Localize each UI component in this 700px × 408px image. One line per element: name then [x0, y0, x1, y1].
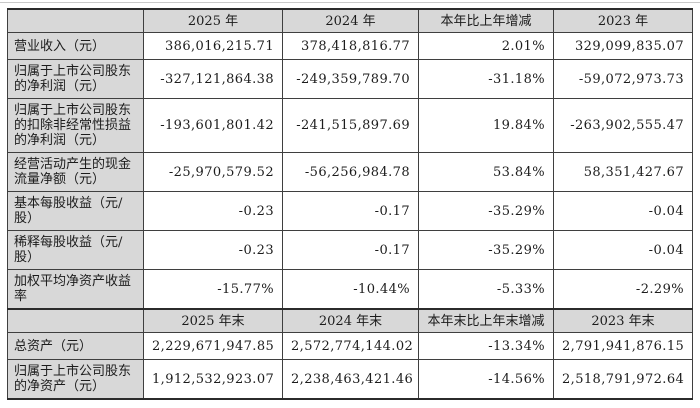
- value-cell: 378,418,816.77: [282, 32, 419, 60]
- value-cell: -0.04: [553, 191, 693, 231]
- table-row: 加权平均净资产收益率 -15.77% -10.44% -5.33% -2.29%: [7, 269, 693, 310]
- value-cell: -263,902,555.47: [553, 98, 693, 153]
- year-header-cell: 2025 年末: [143, 308, 283, 333]
- year-header-cell: 本年末比上年末增减: [418, 308, 554, 333]
- year-header-cell: 本年比上年增减: [418, 8, 554, 33]
- year-header-cell: 2023 年末: [553, 308, 693, 333]
- corner-cell: [7, 308, 144, 333]
- value-cell: -0.17: [282, 230, 419, 270]
- value-cell: 2,518,791,972.64: [553, 359, 693, 400]
- value-cell: -31.18%: [418, 59, 554, 99]
- value-cell: -0.04: [553, 230, 693, 270]
- value-cell: -327,121,864.38: [143, 59, 283, 99]
- row-label-cell: 基本每股收益（元/股）: [7, 191, 144, 231]
- page-top-rule: [0, 2, 700, 3]
- header-row: 2025 年 2024 年本年比上年增减 2023 年: [7, 8, 693, 33]
- value-cell: 2,572,774,144.02: [282, 332, 419, 360]
- value-cell: 1,912,532,923.07: [143, 359, 283, 400]
- value-cell: -0.17: [282, 191, 419, 231]
- row-label-cell: 归属于上市公司股东的净资产（元）: [7, 359, 144, 400]
- value-cell: -193,601,801.42: [143, 98, 283, 153]
- value-cell: -241,515,897.69: [282, 98, 419, 153]
- financial-summary-table: 2025 年 2024 年本年比上年增减 2023 年营业收入（元） 386,016,…: [7, 8, 693, 400]
- value-cell: -15.77%: [143, 269, 283, 310]
- corner-cell: [7, 8, 144, 33]
- value-cell: -0.23: [143, 230, 283, 270]
- row-label-cell: 稀释每股收益（元/股）: [7, 230, 144, 270]
- row-label-cell: 归属于上市公司股东的扣除非经常性损益的净利润（元）: [7, 98, 144, 153]
- table-row: 归属于上市公司股东的扣除非经常性损益的净利润（元） -193,601,801.42…: [7, 98, 693, 153]
- value-cell: 386,016,215.71: [143, 32, 283, 60]
- year-header-cell: 2025 年: [143, 8, 283, 33]
- value-cell: 2,238,463,421.46: [282, 359, 419, 400]
- table-body: 2025 年 2024 年本年比上年增减 2023 年营业收入（元） 386,016,…: [7, 8, 693, 400]
- row-label-cell: 加权平均净资产收益率: [7, 269, 144, 310]
- table-row: 归属于上市公司股东的净资产（元） 1,912,532,923.07 2,238,46…: [7, 359, 693, 400]
- value-cell: -14.56%: [418, 359, 554, 400]
- year-header-cell: 2024 年末: [282, 308, 419, 333]
- year-header-cell: 2023 年: [553, 8, 693, 33]
- value-cell: -0.23: [143, 191, 283, 231]
- year-header-cell: 2024 年: [282, 8, 419, 33]
- value-cell: 58,351,427.67: [553, 152, 693, 192]
- table-row: 经营活动产生的现金流量净额（元） -25,970,579.52 -56,256,98…: [7, 152, 693, 192]
- value-cell: -5.33%: [418, 269, 554, 310]
- table-row: 稀释每股收益（元/股） -0.23 -0.17 -35.29% -0.04: [7, 230, 693, 270]
- value-cell: -35.29%: [418, 230, 554, 270]
- value-cell: 2.01%: [418, 32, 554, 60]
- row-label-cell: 经营活动产生的现金流量净额（元）: [7, 152, 144, 192]
- row-label-cell: 总资产（元）: [7, 332, 144, 360]
- value-cell: 2,791,941,876.15: [553, 332, 693, 360]
- value-cell: -10.44%: [282, 269, 419, 310]
- value-cell: -59,072,973.73: [553, 59, 693, 99]
- table-row: 总资产（元） 2,229,671,947.85 2,572,774,144.02 -1…: [7, 332, 693, 360]
- value-cell: 53.84%: [418, 152, 554, 192]
- value-cell: 329,099,835.07: [553, 32, 693, 60]
- header-row: 2025 年末 2024 年末 本年末比上年末增减 2023 年末: [7, 308, 693, 333]
- value-cell: -56,256,984.78: [282, 152, 419, 192]
- value-cell: -2.29%: [553, 269, 693, 310]
- table-row: 营业收入（元） 386,016,215.71 378,418,816.77 2.01%…: [7, 32, 693, 60]
- row-label-cell: 归属于上市公司股东的净利润（元）: [7, 59, 144, 99]
- table-row: 基本每股收益（元/股） -0.23 -0.17 -35.29% -0.04: [7, 191, 693, 231]
- value-cell: -249,359,789.70: [282, 59, 419, 99]
- table-row: 归属于上市公司股东的净利润（元） -327,121,864.38 -249,359,…: [7, 59, 693, 99]
- value-cell: -35.29%: [418, 191, 554, 231]
- row-label-cell: 营业收入（元）: [7, 32, 144, 60]
- value-cell: 19.84%: [418, 98, 554, 153]
- value-cell: -13.34%: [418, 332, 554, 360]
- value-cell: 2,229,671,947.85: [143, 332, 283, 360]
- value-cell: -25,970,579.52: [143, 152, 283, 192]
